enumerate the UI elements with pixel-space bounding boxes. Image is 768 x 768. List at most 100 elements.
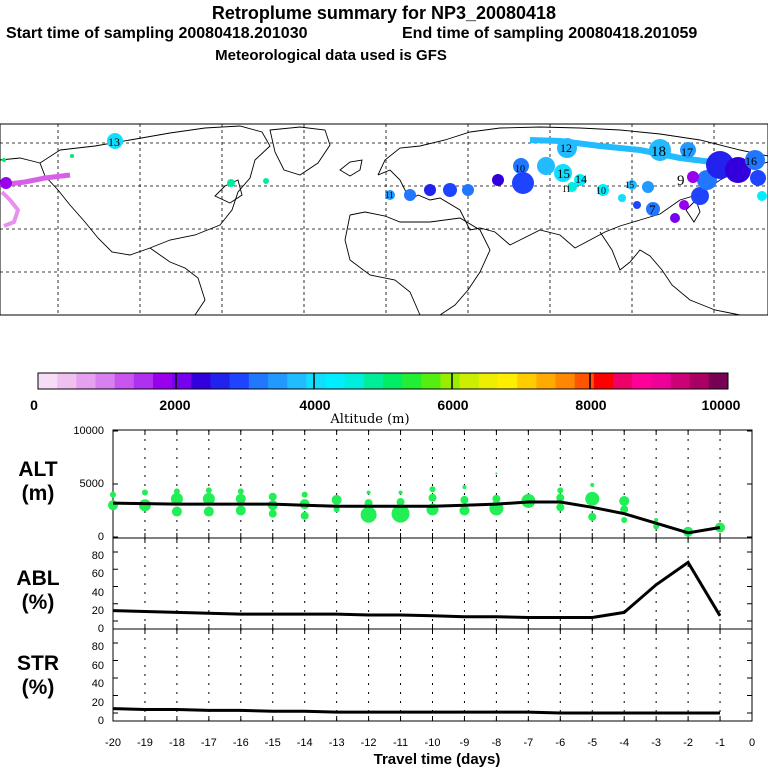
colorbar-tick-label: 0 — [30, 397, 38, 413]
colorbar-swatch — [402, 373, 422, 389]
map-label: 17 — [681, 145, 693, 159]
x-tick-label: -1 — [715, 737, 725, 749]
str-ytick-label: 60 — [92, 660, 104, 672]
x-axis-title: Travel time (days) — [374, 751, 501, 768]
plume-point — [227, 179, 235, 187]
plume-point — [557, 138, 577, 158]
alt-scatter-point — [525, 493, 532, 500]
colorbar-swatch — [114, 373, 135, 389]
alt-scatter-point — [141, 489, 148, 496]
colorbar-swatch — [421, 373, 441, 389]
alt-scatter-point — [588, 512, 597, 521]
alt-scatter-point — [110, 491, 116, 498]
colorbar-tick-label: 8000 — [575, 397, 606, 413]
colorbar-tick-label: 10000 — [702, 397, 741, 413]
map-label: 18 — [651, 144, 666, 160]
plume-point — [513, 158, 529, 174]
plume-point — [642, 181, 654, 193]
x-tick-label: -6 — [555, 737, 565, 749]
alt-panel-label: ALT — [18, 458, 57, 481]
str-series-line — [112, 707, 720, 715]
alt-scatter-point — [331, 494, 342, 505]
plume-point — [492, 174, 504, 186]
plume-point — [385, 190, 395, 200]
alt-scatter-point — [398, 490, 403, 495]
alt-scatter-point — [360, 506, 377, 523]
alt-scatter-point — [495, 472, 498, 475]
str-panel-unit: (%) — [22, 676, 55, 699]
x-tick-label: -4 — [619, 737, 629, 749]
colorbar-swatch — [478, 373, 499, 389]
alt-scatter-point — [428, 493, 437, 502]
colorbar-swatch — [325, 373, 346, 389]
x-tick-label: -12 — [361, 737, 377, 749]
colorbar-swatch — [498, 373, 518, 389]
alt-ytick-label: 0 — [98, 531, 104, 543]
colorbar-swatch — [268, 373, 288, 389]
abl-ytick-label: 20 — [92, 605, 104, 617]
plume-points-east — [107, 133, 767, 223]
alt-scatter-point — [138, 499, 151, 512]
plume-point — [107, 133, 123, 149]
x-tick-label: -5 — [587, 737, 597, 749]
x-tick-label: -19 — [137, 737, 153, 749]
abl-panel — [112, 537, 753, 630]
str-ytick-label: 40 — [92, 678, 104, 690]
colorbar-swatch — [383, 373, 403, 389]
plume-point — [646, 202, 660, 216]
abl-panel-label: ABL — [16, 567, 59, 590]
map-label: 11 — [385, 190, 394, 200]
end-time-label: End time of sampling 20080418.201059 — [402, 25, 698, 42]
alt-scatter-point — [205, 487, 212, 494]
map-frame — [0, 123, 768, 316]
world-map: 13 18 17 12 16 9 7 15 14 11 10 10 15 11 — [0, 123, 768, 316]
colorbar-swatch — [651, 373, 671, 389]
map-label: 16 — [745, 154, 757, 168]
colorbar-swatch — [708, 373, 729, 389]
alt-ytick-label: 10000 — [73, 425, 104, 437]
colorbar-swatch — [363, 373, 384, 389]
colorbar-swatch — [689, 373, 710, 389]
colorbar-swatch — [229, 373, 250, 389]
alt-scatter-point — [556, 503, 565, 512]
colorbar-axis-label: Altitude (m) — [329, 412, 409, 427]
colorbar-swatch — [76, 373, 96, 389]
plume-point — [627, 180, 637, 190]
colorbar-swatch — [191, 373, 211, 389]
plume-point — [537, 157, 555, 175]
plume-point — [649, 139, 671, 161]
colorbar-swatch — [306, 373, 326, 389]
plume-point — [633, 201, 641, 209]
x-tick-label: -9 — [460, 737, 470, 749]
x-tick-label: -11 — [393, 737, 408, 749]
plume-point — [574, 174, 586, 186]
alt-scatter-point — [460, 495, 469, 504]
x-tick-label: -18 — [169, 737, 185, 749]
colorbar-swatch — [555, 373, 576, 389]
colorbar-swatch — [459, 373, 480, 389]
map-label: 11 — [562, 184, 571, 194]
colorbar-swatch — [632, 373, 652, 389]
colorbar-frame — [37, 372, 729, 390]
alt-scatter-point — [585, 491, 600, 506]
colorbar-swatch — [536, 373, 556, 389]
colorbar-swatch — [287, 373, 307, 389]
alt-scatter-point — [268, 492, 277, 501]
plume-trail-west — [0, 154, 74, 228]
alt-scatter-point — [462, 485, 467, 490]
colorbar-swatch — [248, 373, 269, 389]
x-tick-label: -20 — [105, 737, 121, 749]
abl-ytick-label: 80 — [92, 550, 104, 562]
plume-point — [750, 170, 766, 186]
plume-point — [462, 184, 474, 196]
x-tick-label: -10 — [425, 737, 441, 749]
x-tick-label: -16 — [233, 737, 249, 749]
alt-scatter-point — [301, 491, 308, 498]
x-tick-label: -2 — [683, 737, 693, 749]
map-label: 12 — [560, 141, 572, 155]
abl-panel-unit: (%) — [22, 591, 55, 614]
colorbar-swatch — [172, 373, 192, 389]
colorbar-swatch — [613, 373, 633, 389]
colorbar-swatch — [153, 373, 173, 389]
altitude-colorbar: 0 2000 4000 6000 8000 10000 Altitude (m) — [30, 372, 741, 427]
